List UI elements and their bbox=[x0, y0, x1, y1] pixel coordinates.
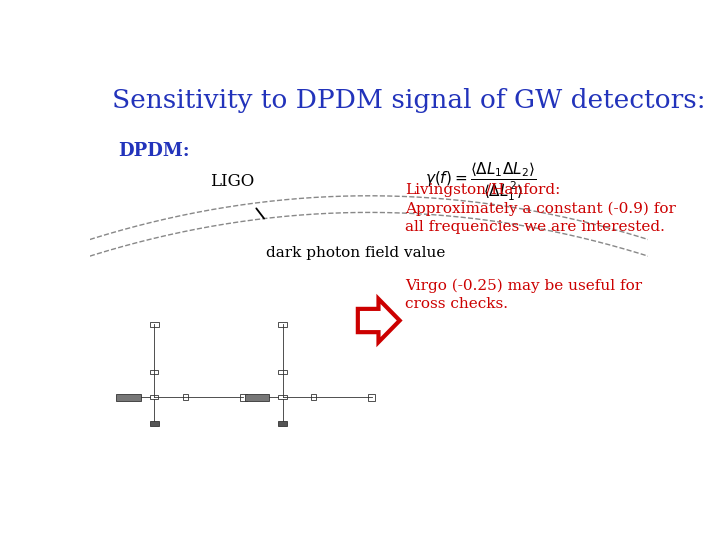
Bar bbox=[150, 395, 158, 400]
Bar bbox=[311, 394, 316, 401]
Bar bbox=[240, 394, 247, 401]
Bar bbox=[116, 394, 141, 401]
Bar bbox=[279, 370, 287, 374]
Bar bbox=[278, 421, 287, 426]
Bar bbox=[369, 394, 375, 401]
Bar bbox=[278, 322, 287, 327]
Bar bbox=[150, 370, 158, 374]
Text: Virgo (-0.25) may be useful for
cross checks.: Virgo (-0.25) may be useful for cross ch… bbox=[405, 279, 642, 311]
Text: Livingston/Hanford:
Approximately a constant (-0.9) for
all frequencies we are i: Livingston/Hanford: Approximately a cons… bbox=[405, 183, 676, 233]
Bar bbox=[150, 322, 158, 327]
Bar bbox=[150, 421, 158, 426]
Bar bbox=[183, 394, 188, 401]
Text: dark photon field value: dark photon field value bbox=[266, 246, 445, 260]
Bar bbox=[245, 394, 269, 401]
Bar bbox=[279, 395, 287, 400]
Text: DPDM:: DPDM: bbox=[118, 141, 189, 160]
Text: Sensitivity to DPDM signal of GW detectors:: Sensitivity to DPDM signal of GW detecto… bbox=[112, 87, 706, 113]
Text: $\gamma(f) = \dfrac{\langle \Delta L_1 \Delta L_2 \rangle}{\langle \Delta L_1^2 : $\gamma(f) = \dfrac{\langle \Delta L_1 \… bbox=[425, 160, 536, 202]
Text: LIGO: LIGO bbox=[210, 173, 254, 190]
